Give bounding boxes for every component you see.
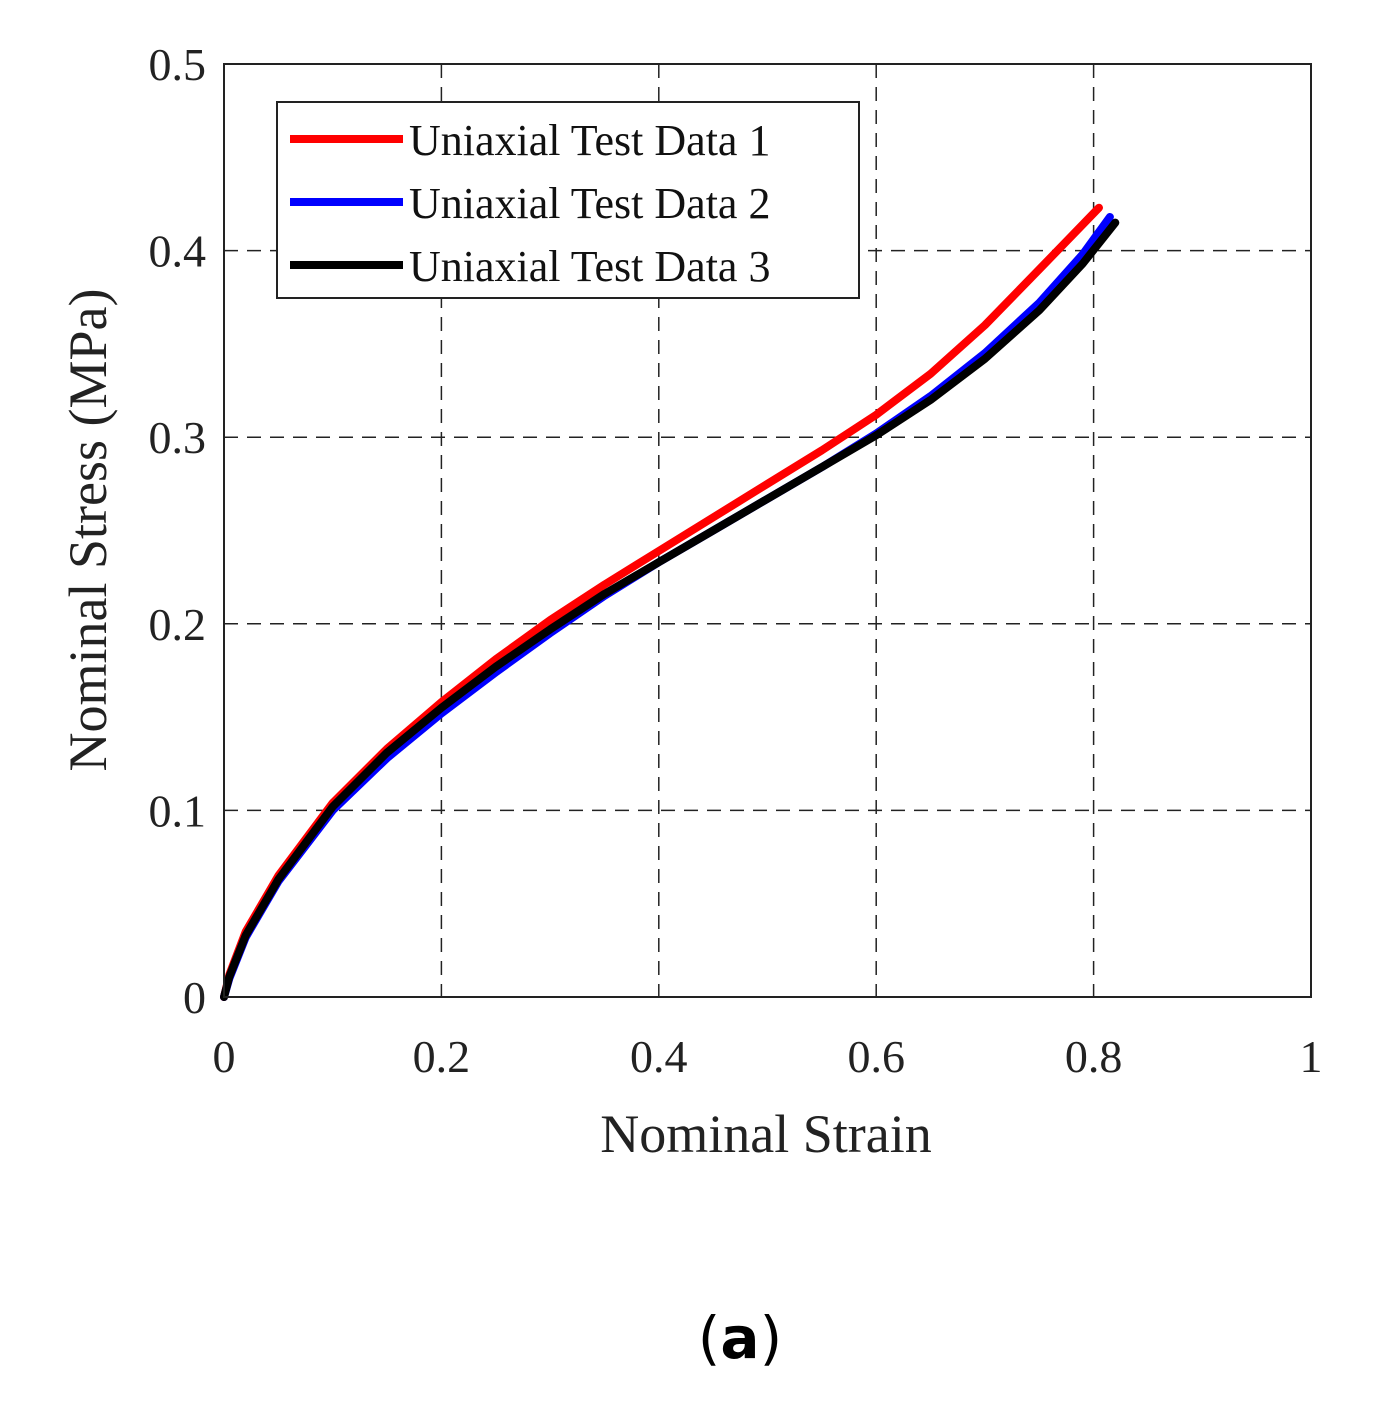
y-axis-title: Nominal Stress (MPa): [58, 289, 118, 772]
series-line-3: [220, 218, 1120, 1001]
y-axis-ticks: 0 0.1 0.2 0.3 0.4 0.5: [149, 39, 207, 1023]
plot-area-border: [223, 63, 1312, 998]
x-tick-label: 0.6: [847, 1031, 905, 1082]
panel-label: (a): [698, 1304, 782, 1372]
x-tick-label: 0.4: [630, 1031, 688, 1082]
legend-label-3: Uniaxial Test Data 3: [409, 242, 770, 291]
y-tick-label: 0.4: [149, 226, 207, 277]
x-tick-label: 0: [213, 1031, 236, 1082]
x-axis-ticks: 0 0.2 0.4 0.6 0.8 1: [213, 1031, 1323, 1082]
y-tick-label: 0.5: [149, 39, 207, 90]
series-line-1: [220, 203, 1103, 1001]
panel-label-close: ): [760, 1304, 783, 1372]
x-tick-label: 0.8: [1065, 1031, 1123, 1082]
x-axis-title: Nominal Strain: [600, 1104, 931, 1164]
grid-lines: [224, 64, 1311, 997]
panel-label-open: (: [698, 1304, 721, 1372]
legend-label-1: Uniaxial Test Data 1: [409, 116, 770, 165]
y-tick-label: 0: [183, 972, 206, 1023]
y-tick-label: 0.3: [149, 412, 207, 463]
y-tick-label: 0.1: [149, 785, 207, 836]
x-tick-label: 0.2: [413, 1031, 471, 1082]
legend-label-2: Uniaxial Test Data 2: [409, 179, 770, 228]
legend: Uniaxial Test Data 1 Uniaxial Test Data …: [276, 101, 860, 299]
x-tick-label: 1: [1300, 1031, 1323, 1082]
y-tick-label: 0.2: [149, 599, 207, 650]
panel-label-letter: a: [720, 1304, 759, 1372]
data-series: [220, 203, 1120, 1001]
